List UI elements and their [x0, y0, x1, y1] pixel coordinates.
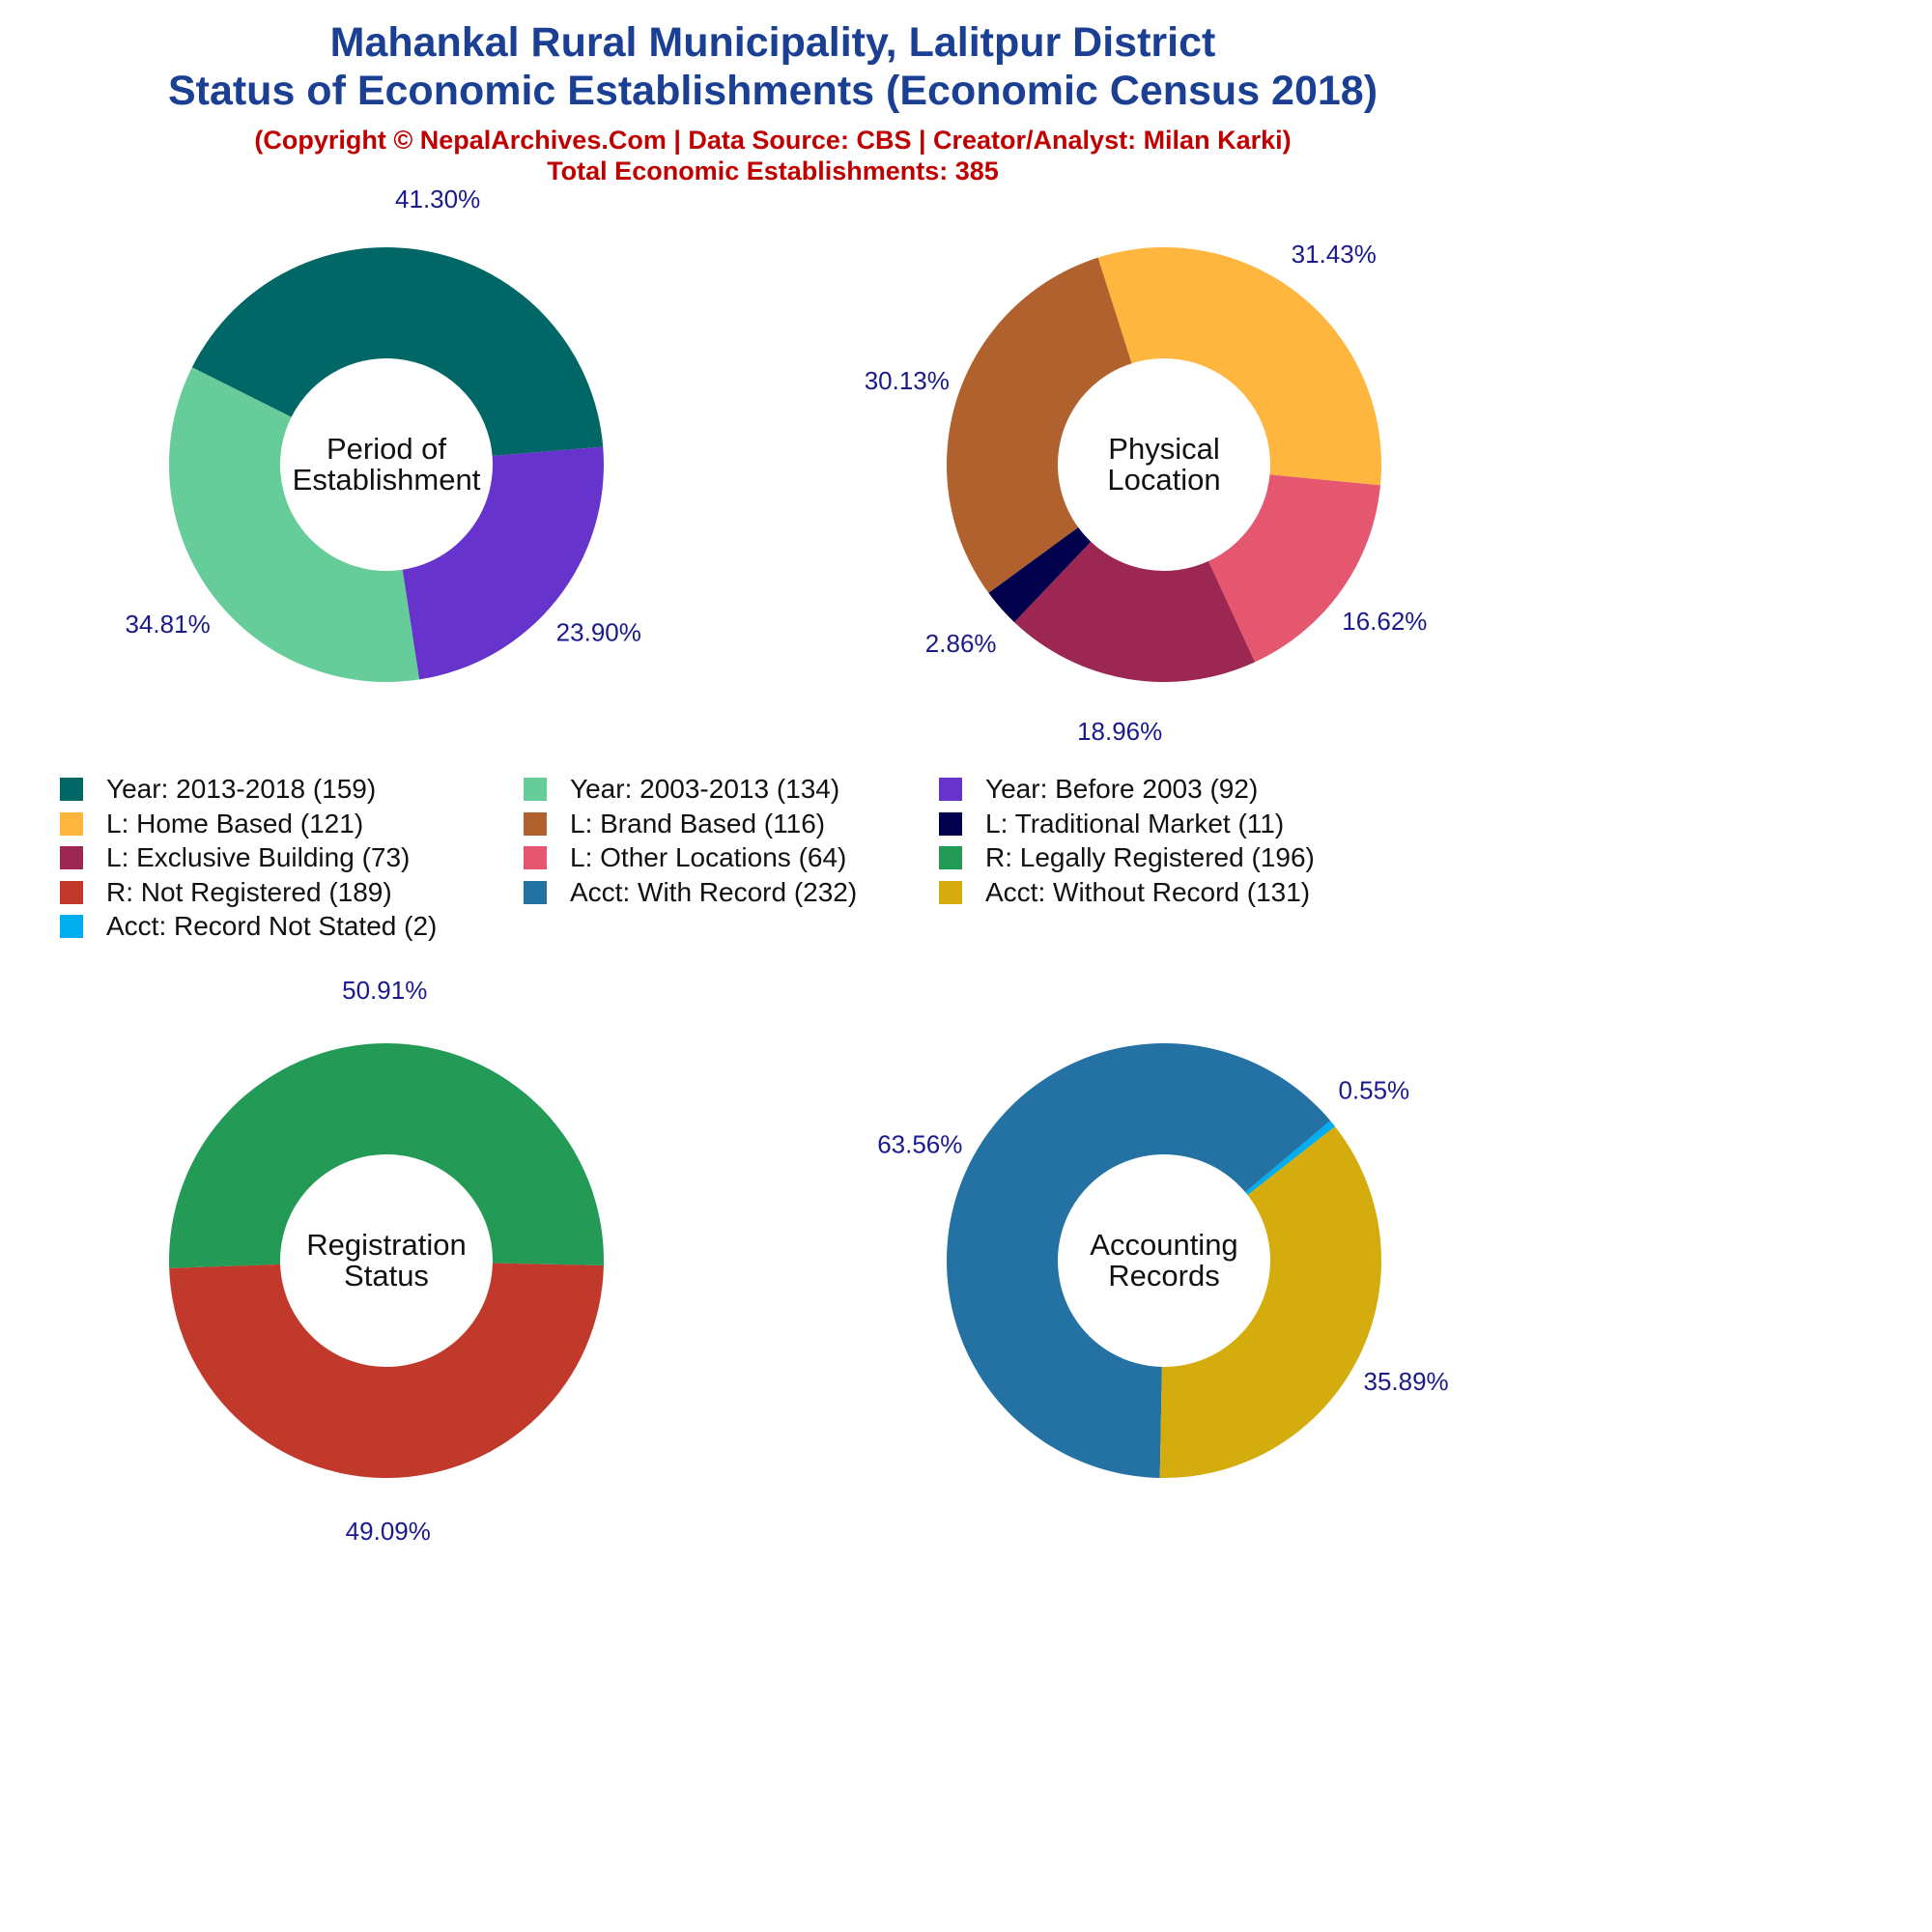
percent-label: 0.55% [1338, 1075, 1409, 1104]
legend-item: L: Traditional Market (11) [939, 808, 1284, 840]
percent-label: 16.62% [1342, 607, 1427, 636]
slice-l-traditional-market [988, 526, 1092, 623]
percent-label: 23.90% [556, 617, 641, 646]
legend-item: Year: 2013-2018 (159) [60, 773, 376, 806]
center-label-line: Status [344, 1259, 429, 1293]
legend-item: R: Legally Registered (196) [939, 841, 1315, 874]
percent-label: 31.43% [1292, 240, 1377, 269]
legend-label: Acct: Without Record (131) [985, 876, 1311, 907]
legend-item: L: Brand Based (116) [524, 808, 825, 840]
center-label-line: Records [1108, 1259, 1219, 1293]
slice-r-not-registered [169, 1263, 604, 1478]
center-label-line: Location [1107, 463, 1220, 497]
slice-r-legally-registered [169, 1042, 604, 1268]
legend-swatch [60, 778, 83, 801]
legend-swatch [939, 811, 962, 836]
legend-item: Year: Before 2003 (92) [939, 773, 1258, 806]
legend-label: L: Traditional Market (11) [985, 808, 1285, 838]
percent-label: 35.89% [1363, 1367, 1448, 1396]
legend-swatch [60, 880, 83, 904]
legend-item: Acct: Without Record (131) [939, 876, 1310, 909]
legend-swatch [524, 846, 547, 869]
legend-label: Acct: Record Not Stated (2) [106, 911, 438, 941]
slice-l-exclusive-building [1013, 541, 1256, 682]
legend-swatch [939, 880, 962, 904]
legend-label: L: Exclusive Building (73) [106, 842, 411, 872]
legend-swatch [524, 880, 547, 904]
legend-label: L: Brand Based (116) [570, 808, 826, 838]
slice-year-2003-2013 [168, 367, 420, 682]
percent-label: 34.81% [126, 610, 211, 639]
legend-swatch [524, 811, 547, 836]
percent-label: 50.91% [342, 976, 427, 1005]
legend-item: L: Other Locations (64) [524, 841, 846, 874]
legend-item: Year: 2003-2013 (134) [524, 773, 839, 806]
copyright-note: (Copyright © NepalArchives.Com | Data So… [254, 126, 1292, 155]
donut-charts: 41.30% 23.90% 34.81% Period ofEstablishment… [126, 185, 1449, 1546]
center-label-line: Accounting [1090, 1228, 1237, 1262]
legend-swatch [60, 915, 83, 938]
legend-label: Year: Before 2003 (92) [985, 774, 1259, 804]
chart-title-line-1: Mahankal Rural Municipality, Lalitpur Di… [329, 19, 1216, 66]
legend-item: Acct: Record Not Stated (2) [60, 910, 437, 943]
center-label-line: Physical [1108, 432, 1219, 466]
center-label-line: Establishment [293, 463, 481, 497]
percent-label: 41.30% [395, 185, 480, 213]
legend-item: L: Home Based (121) [60, 808, 363, 840]
legend-label: Year: 2003-2013 (134) [570, 774, 840, 804]
slice-acct-record-not-stated [1245, 1121, 1336, 1196]
slice-year-before-2003 [402, 446, 604, 680]
legend-swatch [939, 846, 962, 869]
legend-item: Acct: With Record (232) [524, 876, 857, 909]
percent-label: 18.96% [1077, 717, 1162, 746]
legend-label: R: Not Registered (189) [106, 876, 392, 907]
legend-swatch [939, 778, 962, 801]
slice-l-brand-based [947, 257, 1132, 593]
percent-label: 49.09% [346, 1517, 431, 1546]
legend-label: Acct: With Record (232) [570, 876, 858, 907]
total-establishments: Total Economic Establishments: 385 [547, 156, 999, 185]
legend-item: L: Exclusive Building (73) [60, 841, 410, 874]
legend-label: L: Home Based (121) [106, 808, 364, 838]
percent-label: 30.13% [865, 366, 950, 395]
legend-item: R: Not Registered (189) [60, 876, 392, 909]
legend-swatch [60, 811, 83, 836]
slice-year-2013-2018 [191, 246, 604, 456]
slice-l-home-based [1097, 246, 1382, 486]
legend-swatch [524, 778, 547, 801]
slice-acct-with-record [946, 1042, 1331, 1478]
slice-acct-without-record [1159, 1126, 1381, 1478]
slice-l-other-locations [1208, 474, 1380, 663]
percent-label: 2.86% [925, 629, 997, 658]
center-label-line: Registration [306, 1228, 466, 1262]
chart-title-line-2: Status of Economic Establishments (Econo… [167, 68, 1378, 114]
legend-label: R: Legally Registered (196) [985, 842, 1315, 872]
percent-label: 63.56% [877, 1129, 962, 1158]
physical-location-chart: 31.43% 16.62% 18.96% 2.86% 30.13% PhysicalLoc… [865, 240, 1428, 746]
center-label-line: Period of [327, 432, 446, 466]
legend-swatch [60, 846, 83, 869]
legend-label: Year: 2013-2018 (159) [106, 774, 377, 804]
legend-label: L: Other Locations (64) [570, 842, 847, 872]
